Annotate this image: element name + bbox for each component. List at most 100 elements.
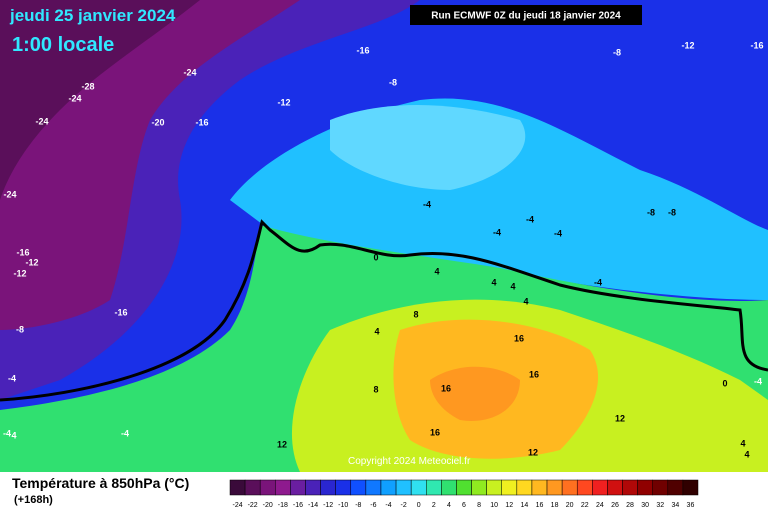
contour-label: -8 — [647, 207, 655, 217]
legend-title: Température à 850hPa (°C) — [12, 475, 189, 491]
legend-level-label: 16 — [536, 502, 544, 509]
legend-level-label: -6 — [370, 502, 376, 509]
contour-label: -24 — [68, 93, 81, 103]
contour-label: 4 — [744, 449, 749, 459]
legend-level-label: -22 — [248, 502, 258, 509]
contour-label: 16 — [529, 369, 539, 379]
cool-region-light — [330, 105, 526, 190]
contour-label: -4 — [3, 428, 11, 438]
contour-label: -8 — [613, 47, 621, 57]
contour-label: -4 — [754, 376, 762, 386]
contour-label: 4 — [510, 281, 515, 291]
contour-label: -20 — [151, 117, 164, 127]
hottest-region — [430, 366, 520, 421]
contour-label: -16 — [356, 45, 369, 55]
legend-level-label: 14 — [520, 502, 528, 509]
contour-label: -4 — [526, 214, 534, 224]
legend-swatch — [592, 479, 608, 496]
legend-swatch — [531, 479, 548, 496]
legend-swatch — [426, 479, 442, 496]
legend-level-label: 26 — [611, 502, 619, 509]
legend-swatch — [380, 479, 397, 496]
legend-swatch — [456, 479, 472, 496]
contour-label: -16 — [750, 40, 763, 50]
legend-level-label: -14 — [308, 502, 318, 509]
legend-level-label: 30 — [641, 502, 649, 509]
legend-swatch — [652, 479, 669, 496]
legend-level-label: 20 — [566, 502, 574, 509]
contour-label: -4 — [554, 228, 562, 238]
contour-label: 16 — [514, 333, 524, 343]
contour-label: -24 — [35, 116, 48, 126]
contour-label: 8 — [373, 384, 378, 394]
legend-swatch — [290, 479, 306, 496]
legend-swatch — [637, 479, 653, 496]
contour-label: 16 — [430, 427, 440, 437]
contour-label: -24 — [183, 67, 196, 77]
legend-swatch — [395, 479, 412, 496]
legend-level-label: -2 — [400, 502, 406, 509]
zero-isotherm — [0, 219, 768, 402]
legend-swatch — [471, 479, 487, 496]
legend-swatch — [350, 479, 367, 496]
contour-label: -4 — [594, 277, 602, 287]
legend-swatch — [244, 479, 261, 496]
run-label: Run ECMWF 0Z du jeudi 18 janvier 2024 — [431, 11, 621, 22]
contour-label: -12 — [681, 40, 694, 50]
legend-swatch — [335, 479, 352, 496]
contour-label: 12 — [528, 447, 538, 457]
legend-swatch — [275, 479, 291, 496]
legend-swatch — [486, 479, 502, 496]
legend-swatch — [259, 479, 276, 496]
legend-level-label: 28 — [626, 502, 634, 509]
legend-level-label: -4 — [385, 502, 391, 509]
contour-label: -16 — [195, 117, 208, 127]
legend-level-label: 34 — [671, 502, 679, 509]
contour-label: -16 — [16, 247, 29, 257]
contour-label: 4 — [374, 326, 379, 336]
legend-swatch — [682, 479, 699, 496]
contour-label: -8 — [16, 324, 24, 334]
legend-level-label: 12 — [505, 502, 513, 509]
coldest-region — [0, 0, 200, 200]
legend-level-label: 24 — [596, 502, 604, 509]
contour-label: -4 — [121, 428, 129, 438]
contour-label: 0 — [373, 252, 378, 262]
time-label: 1:00 locale — [12, 34, 114, 56]
contour-label: 16 — [441, 383, 451, 393]
legend-swatch — [441, 479, 457, 496]
contour-label: 0 — [722, 378, 727, 388]
contour-label: -24 — [3, 189, 16, 199]
legend-level-label: 32 — [656, 502, 664, 509]
contour-label: -8 — [668, 207, 676, 217]
contour-label: 4 — [11, 430, 16, 440]
contour-label: 4 — [491, 277, 496, 287]
legend-level-label: -24 — [232, 502, 242, 509]
contour-label: -16 — [114, 307, 127, 317]
legend-swatch — [501, 479, 518, 496]
contour-label: -4 — [8, 373, 16, 383]
legend-level-label: 0 — [417, 502, 421, 509]
run-box — [410, 5, 642, 25]
legend-level-label: -20 — [263, 502, 273, 509]
legend-swatch — [516, 479, 533, 496]
legend-level-label: -16 — [293, 502, 303, 509]
legend-level-label: 2 — [432, 502, 436, 509]
legend-level-label: -18 — [278, 502, 288, 509]
contour-label: -12 — [25, 257, 38, 267]
legend-swatch — [622, 479, 638, 496]
contour-label: 12 — [615, 413, 625, 423]
legend-level-label: 8 — [477, 502, 481, 509]
legend-swatch — [607, 479, 623, 496]
legend-level-label: 36 — [687, 502, 695, 509]
legend-level-label: 6 — [462, 502, 466, 509]
legend-swatch — [365, 479, 382, 496]
legend-swatch — [305, 479, 321, 496]
contour-label: 12 — [277, 439, 287, 449]
legend-swatch — [561, 479, 578, 496]
date-label: jeudi 25 janvier 2024 — [9, 6, 176, 25]
legend-level-label: -12 — [323, 502, 333, 509]
contour-label: -12 — [13, 268, 26, 278]
contour-label: -12 — [277, 97, 290, 107]
